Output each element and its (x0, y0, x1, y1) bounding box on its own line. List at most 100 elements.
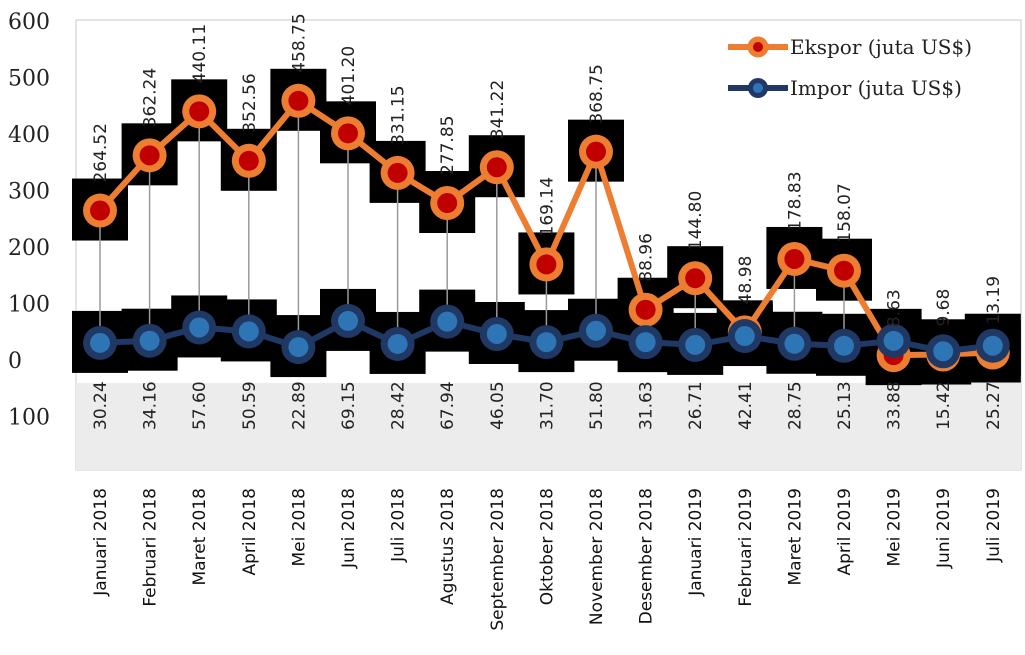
ekspor-data-label: 264.52 (91, 123, 111, 182)
ekspor-data-label: 158.07 (835, 183, 855, 242)
x-tick-label: Januari 2019 (686, 488, 706, 597)
x-axis: Januari 2018 Februari 2018 Maret 2018 April… (91, 488, 1004, 631)
ekspor-data-label: 362.24 (141, 68, 161, 127)
impor-point-core (635, 332, 656, 353)
y-tick-label: 600 (8, 10, 50, 35)
ekspor-point-core (685, 268, 706, 289)
x-tick-label: Februari 2018 (141, 488, 161, 607)
ekspor-data-label: 48.98 (736, 256, 756, 305)
y-tick-label: 500 (8, 67, 50, 92)
impor-point-core (486, 323, 507, 344)
legend-ekspor-marker-core (753, 42, 763, 52)
impor-point-core (933, 341, 954, 362)
impor-data-label: 34.16 (141, 381, 161, 430)
ekspor-data-label: 331.15 (389, 85, 409, 144)
ekspor-point-core (635, 299, 656, 320)
ekspor-point-core (90, 200, 110, 221)
series-markers (83, 83, 1010, 373)
x-tick-label: Januari 2018 (91, 488, 111, 597)
ekspor-data-label: 352.56 (240, 73, 260, 132)
ekspor-point-core (238, 150, 259, 171)
x-tick-label: Juli 2018 (389, 488, 409, 563)
impor-point-core (288, 337, 309, 358)
impor-data-label: 25.27 (984, 381, 1004, 430)
ekspor-point-core (189, 101, 210, 122)
impor-point-core (437, 311, 458, 332)
legend-ekspor-label: Ekspor (juta US$) (790, 35, 972, 59)
impor-data-label: 31.63 (637, 381, 657, 430)
y-tick-label: 100 (8, 406, 50, 431)
ekspor-data-label: 8.63 (885, 289, 905, 327)
impor-data-label: 51.80 (587, 381, 607, 430)
impor-data-label: 57.60 (190, 381, 210, 430)
ekspor-data-label: 401.20 (339, 46, 359, 105)
impor-point-core (685, 334, 706, 355)
ekspor-data-label: 178.83 (785, 171, 805, 230)
data-labels: 264.52 362.24 440.11 352.56 458.75 401.20 331.… (91, 13, 1004, 430)
x-tick-label: Juni 2019 (934, 488, 954, 569)
x-tick-label: Februari 2019 (736, 488, 756, 607)
ekspor-data-label: 341.22 (488, 80, 508, 139)
x-tick-label: Juni 2018 (339, 488, 359, 569)
ekspor-point-core (536, 254, 557, 275)
x-tick-label: Mei 2018 (289, 488, 309, 567)
x-tick-label: April 2019 (835, 488, 855, 576)
x-tick-label: Maret 2019 (785, 488, 805, 586)
ekspor-data-label: 440.11 (190, 24, 210, 83)
impor-point-core (883, 330, 904, 351)
impor-data-label: 28.75 (785, 381, 805, 430)
impor-point-core (139, 330, 160, 351)
ekspor-data-label: 13.19 (984, 276, 1004, 325)
y-tick-label: 0 (8, 349, 22, 374)
x-tick-label: April 2018 (240, 488, 260, 576)
impor-data-label: 42.41 (736, 381, 756, 430)
impor-point-core (536, 332, 557, 353)
ekspor-data-label: 9.68 (934, 289, 954, 327)
impor-point-core (734, 326, 755, 347)
impor-point-core (238, 321, 259, 342)
ekspor-data-label: 144.80 (686, 191, 706, 250)
impor-point-core (586, 320, 606, 341)
ekspor-data-label: 169.14 (537, 177, 557, 236)
impor-point-core (338, 310, 358, 331)
impor-point-core (982, 335, 1003, 356)
x-tick-label: Maret 2018 (190, 488, 210, 586)
negative-band (76, 383, 1021, 470)
ekspor-data-label: 368.75 (587, 64, 607, 123)
impor-data-label: 28.42 (389, 381, 409, 430)
x-tick-label: Mei 2019 (885, 488, 905, 567)
legend-impor-marker-core (753, 83, 763, 93)
impor-point-core (189, 317, 210, 338)
y-axis: 600 500 400 300 200 100 0 100 (8, 10, 50, 431)
impor-data-label: 67.94 (438, 381, 458, 430)
impor-point-core (387, 333, 408, 354)
impor-data-label: 50.59 (240, 381, 260, 430)
ekspor-point-core (486, 157, 507, 178)
impor-data-label: 69.15 (339, 381, 359, 430)
y-tick-label: 300 (8, 180, 50, 205)
y-tick-label: 100 (8, 293, 50, 318)
ekspor-point-core (784, 248, 805, 269)
impor-point-core (90, 332, 110, 353)
ekspor-data-label: 277.85 (438, 116, 458, 175)
x-tick-label: September 2018 (488, 488, 508, 631)
impor-data-label: 25.13 (835, 381, 855, 430)
impor-data-label: 15.42 (934, 381, 954, 430)
x-tick-label: Agustus 2018 (438, 488, 458, 605)
impor-point-core (784, 333, 805, 354)
impor-data-label: 33.88 (885, 381, 905, 430)
y-tick-label: 200 (8, 236, 50, 261)
impor-data-label: 31.70 (537, 381, 557, 430)
impor-data-label: 46.05 (488, 381, 508, 430)
legend-impor-label: Impor (juta US$) (790, 76, 962, 100)
x-tick-label: Oktober 2018 (537, 488, 557, 605)
y-tick-label: 400 (8, 123, 50, 148)
ekspor-point-core (139, 145, 160, 166)
x-tick-label: Juli 2019 (984, 488, 1004, 563)
impor-data-label: 26.71 (686, 381, 706, 430)
ekspor-point-core (586, 141, 606, 162)
x-tick-label: November 2018 (587, 488, 607, 625)
ekspor-point-core (288, 90, 309, 111)
